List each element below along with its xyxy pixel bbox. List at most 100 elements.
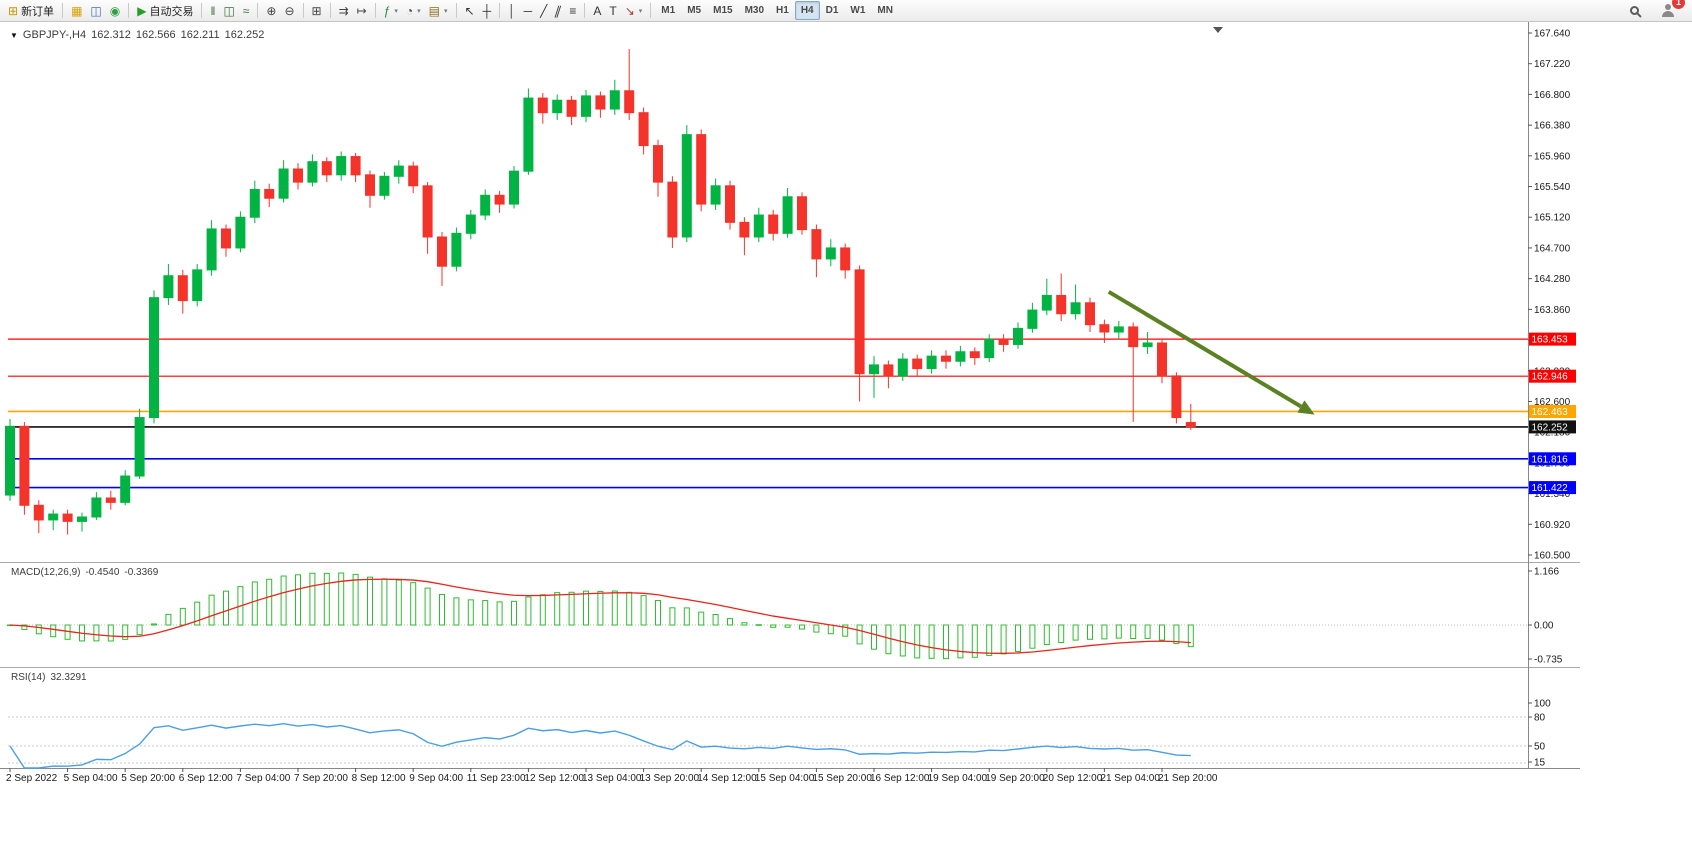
toolbar-right: 1 [1626, 0, 1688, 20]
price-chart-canvas[interactable]: 167.640 167.220 166.800 166.380 165.960 165.5… [0, 22, 1692, 851]
timeframe-M15-button[interactable]: M15 [713, 5, 733, 16]
timeframe-H4-button[interactable]: H4 [794, 1, 820, 20]
indicators-button[interactable]: ƒ ▾ [380, 1, 402, 20]
terminal-window-button[interactable]: ◫ [86, 1, 105, 20]
templates-button[interactable]: ▤ ▾ [425, 1, 452, 20]
chart-list-icon: ▦ [71, 3, 83, 18]
macd-label: MACD(12,26,9) -0.4540 -0.3369 [11, 567, 158, 578]
bar-chart-button[interactable]: ‖ [206, 1, 219, 20]
channel-icon: ∥ [553, 3, 564, 18]
crosshair-button[interactable]: ┼ [479, 1, 496, 20]
timeframe-M5-button[interactable]: M5 [687, 5, 702, 16]
autotrading-icon: ▶ [137, 3, 147, 18]
trend-arrow[interactable] [1107, 290, 1315, 415]
svg-text:7 Sep 04:00: 7 Sep 04:00 [236, 773, 290, 784]
toolbar-separator [374, 3, 376, 18]
main-toolbar: ⊞ 新订单 ▦ ◫ ◉ ▶ 自动交易 ‖ ◫ ≈ ⊕ ⊖ ⊞ ⇉ ↦ ƒ ▾ ◔ ▾ ▤ ▾ ↖ ┼ │ ─ ╱ ∥ ≡ A T ↘ ▾ M1 M… [0, 0, 1692, 22]
candlestick-chart-button[interactable]: ◫ [219, 1, 238, 20]
toolbar-separator [650, 3, 652, 18]
price-level-line[interactable]: 161.816 [8, 452, 1576, 466]
svg-text:-0.735: -0.735 [1534, 655, 1563, 666]
fibonacci-icon: ≡ [569, 3, 577, 18]
text-icon: A [593, 3, 602, 18]
svg-text:8 Sep 12:00: 8 Sep 12:00 [352, 773, 406, 784]
new-order-button-label: 新订单 [21, 5, 55, 18]
horizontal-line-button[interactable]: ─ [520, 1, 537, 20]
svg-text:162.463: 162.463 [1532, 407, 1569, 418]
label-button[interactable]: T [605, 1, 620, 20]
cursor-button[interactable]: ↖ [461, 1, 479, 20]
svg-text:19 Sep 20:00: 19 Sep 20:00 [985, 773, 1045, 784]
price-level-line[interactable]: 161.422 [8, 481, 1576, 495]
svg-text:100: 100 [1534, 699, 1551, 710]
rsi-panel: 100 80 50 15 [8, 699, 1551, 769]
current-price-line[interactable]: 162.252 [8, 420, 1576, 434]
auto-scroll-button[interactable]: ⇉ [335, 1, 353, 20]
line-chart-button[interactable]: ≈ [239, 1, 254, 20]
user-icon [1661, 4, 1674, 17]
svg-text:12 Sep 12:00: 12 Sep 12:00 [524, 773, 584, 784]
svg-text:13 Sep 20:00: 13 Sep 20:00 [640, 773, 700, 784]
tile-windows-icon: ⊞ [311, 3, 322, 18]
timeframe-H1-button[interactable]: H1 [776, 5, 789, 16]
line-chart-icon: ≈ [242, 3, 250, 18]
dropdown-arrow-icon: ▾ [417, 7, 421, 15]
timeframe-M1-button[interactable]: M1 [661, 5, 676, 16]
svg-text:5 Sep 04:00: 5 Sep 04:00 [64, 773, 118, 784]
svg-text:13 Sep 04:00: 13 Sep 04:00 [582, 773, 642, 784]
autotrading-button-label: 自动交易 [149, 5, 194, 18]
vertical-line-button[interactable]: │ [504, 1, 520, 20]
zoom-out-icon: ⊖ [284, 3, 295, 18]
autotrading-button[interactable]: ▶ 自动交易 [133, 1, 197, 20]
chart-close-value: 162.252 [224, 29, 265, 41]
channel-button[interactable]: ∥ [551, 1, 565, 20]
price-level-line[interactable]: 162.946 [8, 369, 1576, 383]
text-button[interactable]: A [589, 1, 605, 20]
timeframe-W1-button[interactable]: W1 [850, 5, 866, 16]
macd-name: MACD(12,26,9) [11, 567, 81, 578]
timeframe-D1-button[interactable]: D1 [825, 5, 839, 16]
svg-text:9 Sep 04:00: 9 Sep 04:00 [409, 773, 463, 784]
chart-list-button[interactable]: ▦ [67, 1, 86, 20]
svg-text:165.120: 165.120 [1534, 213, 1571, 224]
trendline-button[interactable]: ╱ [536, 1, 551, 20]
chart-symbol: GBPJPY-,H4 [22, 29, 87, 41]
notification-badge: 1 [1672, 0, 1685, 9]
refresh-button[interactable]: ◉ [106, 1, 124, 20]
rsi-value: 32.3291 [50, 672, 87, 683]
chart-shift-marker[interactable] [1213, 27, 1223, 33]
svg-text:15 Sep 20:00: 15 Sep 20:00 [812, 773, 872, 784]
price-level-line[interactable]: 163.453 [8, 332, 1576, 346]
timeframe-MN-button[interactable]: MN [877, 5, 893, 16]
new-order-icon: ⊞ [8, 3, 19, 18]
time-axis[interactable]: 2 Sep 2022 5 Sep 04:00 5 Sep 20:00 6 Sep 12… [6, 768, 1218, 784]
svg-text:15: 15 [1534, 758, 1546, 769]
svg-text:20 Sep 12:00: 20 Sep 12:00 [1043, 773, 1103, 784]
arrows-button[interactable]: ↘ ▾ [621, 1, 647, 20]
chart-shift-icon: ↦ [356, 3, 367, 18]
price-level-line[interactable]: 162.463 [8, 404, 1576, 418]
fibonacci-button[interactable]: ≡ [565, 1, 580, 20]
toolbar-separator [302, 3, 304, 18]
symbol-dropdown-icon[interactable]: ▼ [10, 30, 18, 40]
svg-text:21 Sep 20:00: 21 Sep 20:00 [1158, 773, 1218, 784]
bar-chart-icon: ‖ [210, 3, 216, 18]
search-button[interactable] [1626, 1, 1643, 20]
tile-windows-button[interactable]: ⊞ [308, 1, 326, 20]
macd-panel: 1.166 0.00 -0.735 [7, 567, 1563, 666]
periods-button[interactable]: ◔ ▾ [402, 1, 425, 20]
dropdown-arrow-icon: ▾ [638, 7, 643, 15]
zoom-in-button[interactable]: ⊕ [262, 1, 280, 20]
zoom-in-icon: ⊕ [266, 3, 277, 18]
new-order-button[interactable]: ⊞ 新订单 [4, 1, 58, 20]
indicators-icon: ƒ [383, 3, 391, 18]
zoom-out-button[interactable]: ⊖ [280, 1, 298, 20]
svg-text:163.453: 163.453 [1532, 335, 1569, 346]
periods-icon: ◔ [405, 3, 414, 18]
templates-icon: ▤ [428, 3, 440, 18]
timeframe-M30-button[interactable]: M30 [744, 5, 765, 16]
auto-scroll-icon: ⇉ [338, 3, 349, 18]
account-button[interactable]: 1 [1657, 0, 1685, 20]
chart-shift-button[interactable]: ↦ [353, 1, 371, 20]
macd-value-1: -0.4540 [85, 567, 120, 578]
